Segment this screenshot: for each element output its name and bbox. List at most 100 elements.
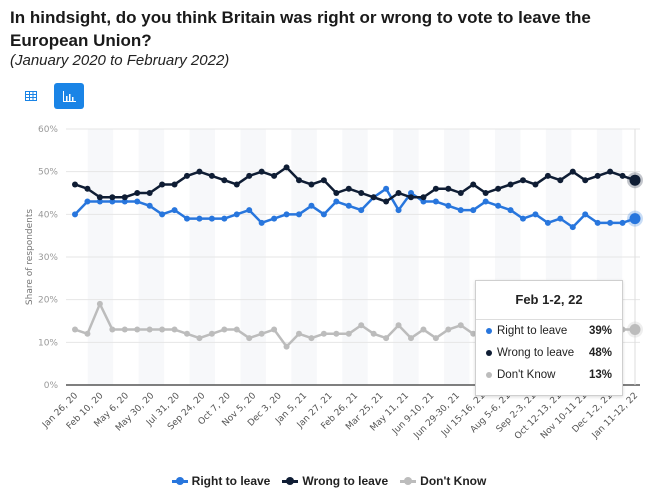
series-line (74, 166, 636, 203)
data-point (283, 211, 290, 218)
legend-item-right-to-leave[interactable]: Right to leave (171, 474, 271, 488)
data-point (134, 326, 141, 333)
data-point (233, 211, 240, 218)
data-point (345, 185, 352, 192)
data-point (246, 207, 253, 214)
series-dot-icon (486, 328, 492, 334)
data-point (520, 215, 526, 222)
data-point (221, 215, 228, 222)
data-point (569, 224, 576, 231)
table-view-button[interactable] (16, 83, 46, 109)
data-point (271, 326, 278, 333)
y-tick-label: 60% (38, 125, 58, 135)
data-point (544, 172, 551, 179)
tooltip-label: Don't Know (497, 369, 556, 381)
y-tick-label: 20% (38, 296, 58, 306)
data-point (159, 326, 166, 333)
data-point (629, 213, 641, 225)
data-point (184, 330, 190, 337)
data-point (582, 211, 589, 218)
series-wrong-to-leave (72, 164, 643, 205)
data-point (408, 190, 414, 196)
data-point (358, 190, 365, 196)
data-point (383, 335, 390, 342)
data-point (184, 172, 190, 179)
legend-item-wrong-to-leave[interactable]: Wrong to leave (282, 474, 388, 488)
data-point (370, 330, 377, 337)
data-point (84, 330, 91, 337)
data-point (395, 322, 402, 329)
data-point (420, 326, 427, 333)
y-tick-label: 0% (44, 381, 59, 391)
tooltip: Feb 1-2, 22 Right to leave 39% Wrong to … (475, 280, 623, 396)
data-point (109, 194, 116, 201)
data-point (121, 198, 128, 205)
data-point (495, 202, 502, 209)
data-point (96, 194, 103, 201)
legend-symbol-icon (171, 477, 188, 485)
data-point (146, 202, 153, 209)
data-point (258, 330, 265, 337)
x-tick-label: Jan 11-12, 22 (590, 391, 640, 441)
data-point (408, 335, 414, 342)
tooltip-label: Wrong to leave (497, 347, 575, 359)
series-line (74, 187, 636, 229)
data-point (470, 330, 477, 337)
data-point (445, 202, 452, 209)
data-point (233, 181, 240, 188)
data-point (383, 198, 390, 205)
data-point (271, 215, 278, 222)
legend-item-dont-know[interactable]: Don't Know (400, 474, 486, 488)
data-point (159, 211, 166, 218)
data-point (146, 326, 153, 333)
chart-view-button[interactable] (54, 83, 84, 109)
legend-label: Right to leave (191, 474, 271, 488)
data-point (445, 326, 452, 333)
data-point (345, 330, 352, 337)
data-point (507, 181, 514, 188)
data-point (557, 177, 564, 184)
data-point (121, 194, 128, 201)
data-point (432, 335, 439, 342)
series-dot-icon (486, 372, 492, 378)
data-point (258, 219, 265, 226)
data-point (333, 190, 340, 196)
data-point (482, 198, 489, 205)
data-point (233, 326, 240, 333)
data-point (432, 185, 439, 192)
tooltip-row-right: Right to leave 39% (476, 320, 622, 342)
tooltip-row-dontknow: Don't Know 13% (476, 364, 622, 386)
chart-subtitle: (January 2020 to February 2022) (10, 52, 230, 69)
data-point (271, 172, 278, 179)
data-point (171, 207, 178, 214)
data-point (221, 177, 228, 184)
data-point (607, 219, 614, 226)
data-point (246, 335, 253, 342)
data-point (72, 211, 78, 218)
data-point (96, 198, 103, 205)
data-point (383, 185, 390, 192)
data-point (333, 330, 340, 337)
data-point (159, 181, 166, 188)
data-point (196, 168, 203, 175)
data-point (408, 194, 414, 201)
data-point (208, 172, 215, 179)
data-point (607, 168, 614, 175)
data-point (495, 185, 502, 192)
data-point (320, 211, 327, 218)
data-point (507, 207, 514, 214)
data-point (121, 326, 128, 333)
data-point (296, 330, 302, 337)
data-point (557, 215, 564, 222)
bar-chart-icon (62, 90, 76, 102)
data-point (395, 207, 402, 214)
legend-symbol-icon (282, 477, 299, 485)
data-point (283, 343, 290, 350)
data-point (221, 326, 228, 333)
data-point (520, 177, 526, 184)
data-point (196, 335, 203, 342)
data-point (619, 219, 626, 226)
data-point (457, 190, 464, 196)
data-point (72, 326, 78, 333)
